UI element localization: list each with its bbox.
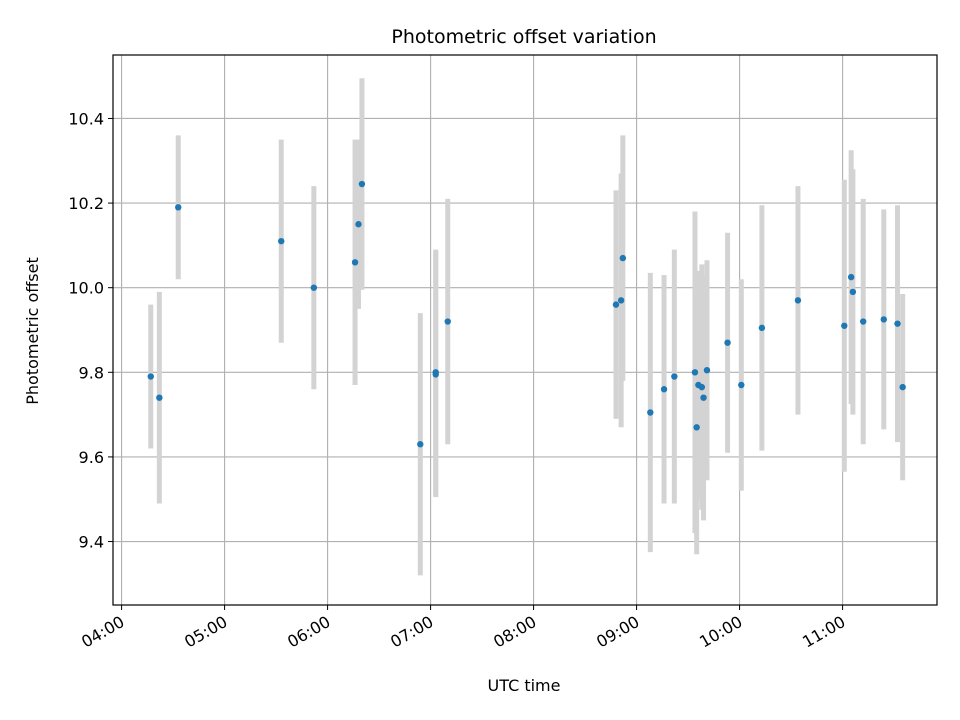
data-point	[444, 318, 451, 325]
data-point	[724, 339, 731, 346]
data-point	[849, 288, 857, 296]
x-axis-ticks: 04:00 05:00 06:00 07:00 08:00 09:00 10:00 11:00	[78, 605, 849, 652]
x-tick-label: 10:00	[696, 612, 745, 652]
data-point	[698, 383, 706, 391]
data-point	[351, 259, 359, 266]
data-point	[647, 409, 654, 416]
y-tick-label: 9.6	[79, 448, 104, 467]
data-point	[432, 371, 439, 378]
data-point	[671, 373, 678, 380]
x-tick-label: 07:00	[387, 612, 436, 652]
plot-frame	[112, 54, 938, 606]
data-point	[847, 273, 855, 281]
data-point	[147, 373, 154, 380]
data-point	[175, 204, 182, 211]
grid	[113, 55, 937, 605]
x-tick-label: 11:00	[799, 612, 848, 652]
y-axis-ticks: 9.4 9.6 9.8 10.0 10.2 10.4	[68, 109, 113, 552]
y-tick-label: 10.0	[68, 279, 104, 298]
data-point	[880, 316, 887, 323]
x-tick-label: 04:00	[78, 612, 127, 652]
data-point	[355, 221, 362, 228]
x-tick-label: 09:00	[593, 612, 642, 652]
data-point	[619, 254, 627, 262]
error-bars	[148, 78, 906, 576]
data-point	[894, 320, 901, 327]
data-point	[738, 381, 745, 389]
chart-title: Photometric offset variation	[391, 26, 656, 48]
y-tick-label: 9.8	[79, 363, 104, 382]
data-point	[859, 318, 867, 325]
data-point	[156, 394, 163, 401]
y-tick-label: 9.4	[79, 533, 104, 552]
data-point	[703, 366, 711, 374]
y-axis-label: Photometric offset	[23, 257, 42, 405]
data-point	[693, 424, 700, 431]
data-point	[612, 301, 620, 308]
data-points	[147, 180, 906, 448]
data-point	[758, 324, 766, 332]
data-point	[358, 180, 366, 188]
data-point	[691, 369, 699, 376]
x-tick-label: 06:00	[284, 612, 333, 652]
data-point	[417, 441, 424, 448]
data-point	[794, 297, 802, 304]
data-point	[660, 386, 668, 393]
data-point	[278, 237, 285, 245]
x-tick-label: 05:00	[181, 612, 230, 652]
data-point	[617, 297, 625, 304]
y-tick-label: 10.2	[68, 194, 104, 213]
data-point	[700, 394, 707, 401]
data-point	[310, 284, 318, 291]
y-tick-label: 10.4	[68, 109, 104, 128]
data-point	[899, 383, 906, 391]
x-axis-label: UTC time	[488, 676, 561, 695]
data-point	[841, 322, 848, 329]
x-tick-label: 08:00	[490, 612, 539, 652]
